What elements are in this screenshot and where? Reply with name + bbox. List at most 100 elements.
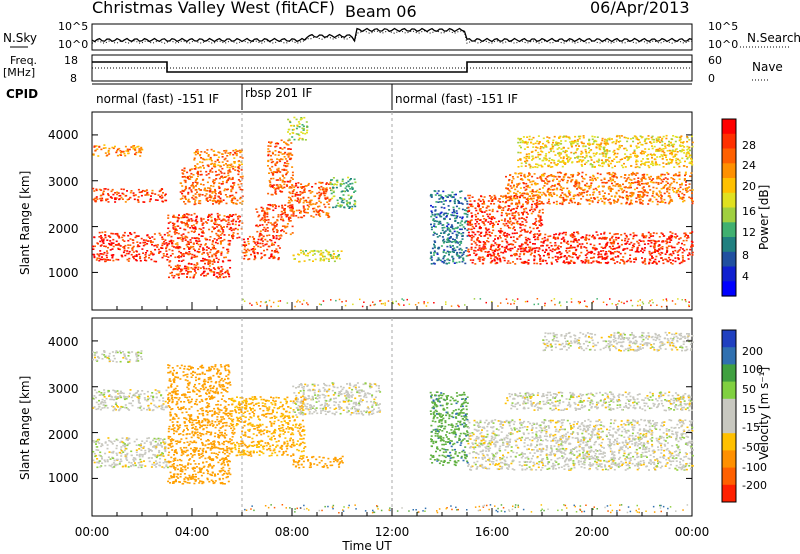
power-band-2-cell xyxy=(120,151,122,154)
power-band-15-cell xyxy=(504,249,506,251)
power-band-15-cell xyxy=(489,253,492,256)
power-band-15-cell xyxy=(514,263,517,265)
power-band-5-cell xyxy=(213,182,215,185)
power-band-6-cell xyxy=(193,159,196,161)
power-band-16-cell xyxy=(498,204,501,207)
power-band-16-cell xyxy=(483,211,486,213)
power-band-15-cell xyxy=(533,258,536,261)
power-band-5-cell xyxy=(184,176,187,179)
power-band-16-cell xyxy=(513,217,516,219)
power-band-13-cell xyxy=(331,197,334,200)
power-band-16-cell xyxy=(519,223,522,225)
power-band-1-cell xyxy=(93,198,96,201)
power-band-9-cell xyxy=(272,160,275,163)
power-band-5-cell xyxy=(191,196,194,199)
power-band-7-cell xyxy=(254,257,257,259)
power-band-9-cell xyxy=(285,172,288,175)
power-band-17-cell xyxy=(622,191,624,193)
power-band-5-cell xyxy=(208,196,211,198)
power-band-15-cell xyxy=(651,255,653,258)
power-band-15-cell xyxy=(552,236,555,238)
power-band-5-cell xyxy=(228,170,231,173)
power-band-5-cell xyxy=(226,180,228,182)
power-band-11-cell xyxy=(295,133,298,135)
power-band-0-cell xyxy=(133,231,136,234)
power-band-17-cell xyxy=(643,173,646,176)
power-band-15-cell xyxy=(470,246,473,249)
power-band-14-cell xyxy=(438,258,441,261)
power-band-4-cell xyxy=(184,228,187,231)
power-band-8-cell xyxy=(289,233,292,236)
power-band-13-cell xyxy=(332,206,335,209)
power-band-14-cell xyxy=(466,229,469,231)
power-band-15-cell xyxy=(566,240,569,243)
power-band-17-cell xyxy=(658,190,661,192)
power-band-17-cell xyxy=(626,199,629,201)
power-band-15-cell xyxy=(669,253,672,255)
power-band-3-cell xyxy=(197,268,200,271)
power-band-17-cell xyxy=(606,172,609,175)
power-band-17-cell xyxy=(666,178,669,180)
power-band-17-cell xyxy=(518,201,521,203)
power-band-17-cell xyxy=(583,188,586,191)
power-band-4-cell xyxy=(173,222,176,225)
power-band-17-cell xyxy=(649,189,652,191)
power-band-15-cell xyxy=(583,246,586,248)
power-band-4-cell xyxy=(171,222,174,225)
power-band-17-cell xyxy=(601,181,604,184)
power-band-17-cell xyxy=(540,194,543,196)
power-band-18-cell xyxy=(662,166,665,168)
power-band-15-cell xyxy=(539,263,542,265)
power-band-16-cell xyxy=(488,195,491,197)
power-band-15-cell xyxy=(599,256,601,258)
power-band-9-cell xyxy=(276,168,279,171)
power-band-0-cell xyxy=(145,239,148,241)
power-band-5-cell xyxy=(218,177,221,180)
power-band-4-cell xyxy=(182,233,185,235)
power-band-17-cell xyxy=(678,171,681,174)
power-band-0-cell xyxy=(118,244,121,246)
power-band-15-cell xyxy=(669,235,672,238)
power-band-6-cell xyxy=(221,156,224,158)
power-band-4-cell xyxy=(174,233,177,235)
power-band-3-cell xyxy=(174,243,177,245)
power-band-17-cell xyxy=(671,186,674,189)
power-band-16-cell xyxy=(500,219,503,221)
power-band-14-cell xyxy=(452,214,455,217)
power-band-5-cell xyxy=(187,176,189,178)
power-band-17-cell xyxy=(526,192,529,195)
power-band-17-cell xyxy=(672,191,675,193)
power-band-18-cell xyxy=(599,148,602,151)
power-band-16-cell xyxy=(469,221,472,223)
power-band-5-cell xyxy=(202,184,205,186)
power-band-15-cell xyxy=(505,246,508,249)
power-band-3-cell xyxy=(207,254,210,256)
power-band-16-cell xyxy=(541,223,544,226)
power-band-15-cell xyxy=(565,258,568,260)
power-band-14-cell xyxy=(429,257,432,260)
power-band-17-cell xyxy=(542,175,545,177)
power-band-3-cell xyxy=(191,268,194,270)
power-band-15-cell xyxy=(602,247,605,249)
power-band-15-cell xyxy=(674,249,677,252)
power-band-8-cell xyxy=(277,214,280,216)
power-band-7-cell xyxy=(263,249,265,252)
power-band-15-cell xyxy=(650,239,653,242)
power-band-9-cell xyxy=(269,181,272,183)
power-band-17-cell xyxy=(586,190,589,192)
power-band-10-cell xyxy=(303,209,306,211)
power-band-17-cell xyxy=(509,198,512,200)
power-band-7-cell xyxy=(260,252,263,255)
power-band-7-cell xyxy=(250,253,252,256)
power-band-4-cell xyxy=(174,216,177,219)
power-band-15-cell xyxy=(551,248,554,250)
power-band-17-cell xyxy=(659,177,662,180)
power-band-16-cell xyxy=(499,201,502,203)
power-band-9-cell xyxy=(277,142,280,145)
power-band-5-cell xyxy=(239,197,242,200)
power-band-4-cell xyxy=(201,235,204,237)
power-band-17-cell xyxy=(638,184,641,186)
power-band-7-cell xyxy=(274,250,276,252)
power-band-3-cell xyxy=(171,271,173,274)
power-band-3-cell xyxy=(198,248,201,250)
